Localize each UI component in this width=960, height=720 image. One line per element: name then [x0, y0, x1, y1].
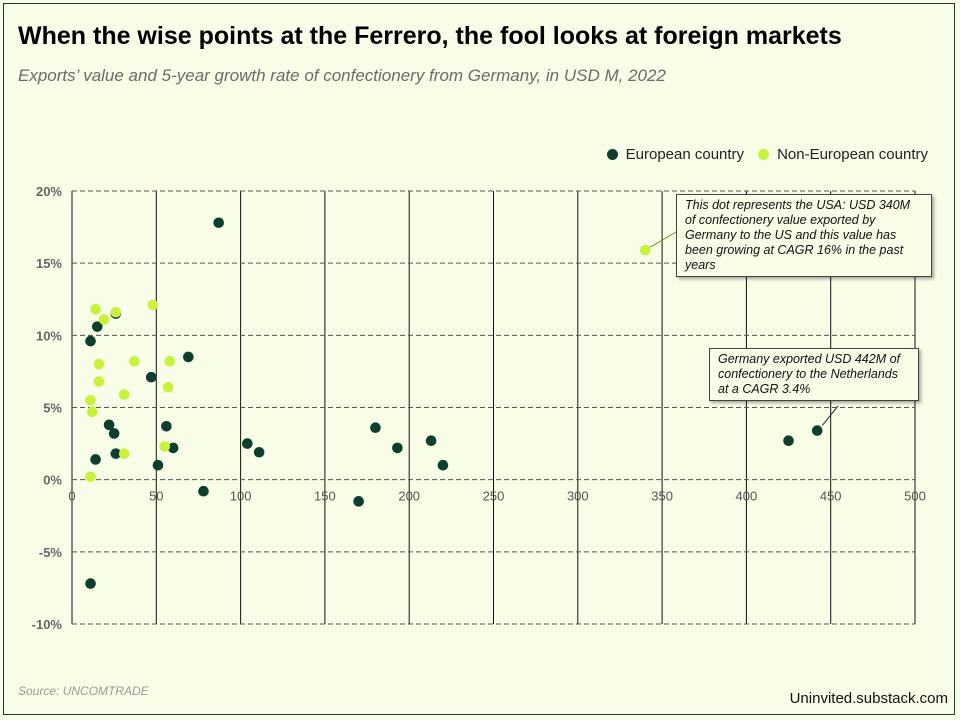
y-axis-ticks: 20% 15% 10% 5% 0% -5% -10% — [32, 184, 63, 632]
data-point-non-european — [93, 376, 105, 387]
source-note: Source: UNCOMTRADE — [18, 684, 149, 698]
legend-marker-european — [606, 149, 618, 160]
data-point-non-european — [85, 394, 96, 406]
x-tick-label: 100 — [230, 489, 252, 504]
x-tick-label: 50 — [149, 489, 163, 504]
data-point-european — [90, 454, 101, 465]
annotation-connector-usa — [649, 231, 677, 248]
x-tick-label: 450 — [820, 489, 842, 504]
data-point-european — [161, 420, 172, 432]
data-point-non-european — [129, 356, 140, 367]
data-point-european — [437, 459, 449, 471]
x-tick-label: 0 — [68, 489, 75, 504]
data-point-non-european — [110, 306, 122, 318]
annotation-usa: This dot represents the USA: USD 340M of… — [676, 194, 932, 277]
chart-frame — [3, 3, 955, 715]
chart-subtitle: Exports’ value and 5-year growth rate of… — [18, 66, 666, 85]
y-tick-label: -10% — [32, 617, 63, 632]
data-point-non-european — [147, 299, 159, 311]
credit-text: Uninvited.substack.com — [789, 690, 948, 707]
data-point-european — [183, 351, 194, 363]
data-point-european — [85, 335, 96, 347]
data-point-non-european — [98, 314, 110, 325]
legend-label-non-european: Non-European country — [777, 146, 928, 163]
x-tick-label: 500 — [904, 489, 926, 504]
data-point-non-european — [86, 406, 98, 418]
x-tick-label: 150 — [314, 489, 336, 504]
data-point-european — [811, 425, 823, 436]
legend: European country Non-European country — [606, 146, 928, 163]
data-point-european — [242, 438, 253, 449]
data-point-european — [425, 435, 437, 446]
legend-label-european: European country — [625, 146, 745, 163]
data-point-non-european — [118, 448, 130, 459]
data-point-european — [783, 435, 794, 446]
data-point-european — [108, 428, 120, 439]
y-tick-label: 0% — [43, 473, 62, 488]
data-point-european — [91, 321, 103, 332]
y-tick-label: 5% — [43, 401, 62, 416]
y-tick-label: 10% — [36, 328, 62, 343]
data-point-non-european — [159, 441, 171, 452]
y-tick-label: -5% — [39, 545, 63, 560]
x-tick-label: 300 — [567, 489, 589, 504]
data-point-european — [110, 448, 122, 459]
data-point-non-european — [162, 381, 174, 393]
data-point-european — [103, 419, 115, 431]
data-point-european — [370, 422, 381, 434]
legend-item-non-european: Non-European country — [758, 146, 928, 163]
data-point-european — [353, 496, 364, 507]
data-point-european — [253, 446, 265, 458]
data-point-european — [167, 442, 179, 454]
data-point-non-european — [164, 356, 176, 367]
data-point-non-european — [90, 304, 101, 315]
x-axis-ticks: 0 50 100 150 200 250 300 350 400 450 500 — [68, 489, 925, 504]
x-tick-label: 250 — [483, 489, 505, 504]
data-points — [85, 217, 823, 589]
x-tick-label: 400 — [736, 489, 758, 504]
legend-item-european: European country — [606, 146, 745, 163]
x-tick-label: 350 — [651, 489, 673, 504]
data-point-non-european — [639, 244, 651, 256]
data-point-non-european — [93, 358, 105, 370]
data-point-european — [198, 485, 209, 497]
data-point-european — [145, 371, 157, 383]
annotation-connector-netherlands — [821, 405, 839, 426]
y-tick-label: 20% — [36, 184, 62, 199]
x-tick-label: 200 — [398, 489, 420, 504]
legend-marker-non-european — [758, 149, 770, 160]
data-point-european — [152, 459, 164, 471]
data-point-european — [213, 217, 224, 229]
data-point-european — [392, 442, 403, 454]
grid — [71, 190, 916, 625]
annotation-netherlands: Germany exported USD 442M of confectione… — [709, 348, 919, 401]
data-point-non-european — [85, 471, 96, 483]
y-tick-label: 15% — [36, 256, 62, 271]
annotation-connectors — [649, 231, 839, 426]
data-point-non-european — [118, 389, 130, 400]
chart-title: When the wise points at the Ferrero, the… — [18, 22, 842, 50]
data-point-european — [85, 578, 96, 589]
